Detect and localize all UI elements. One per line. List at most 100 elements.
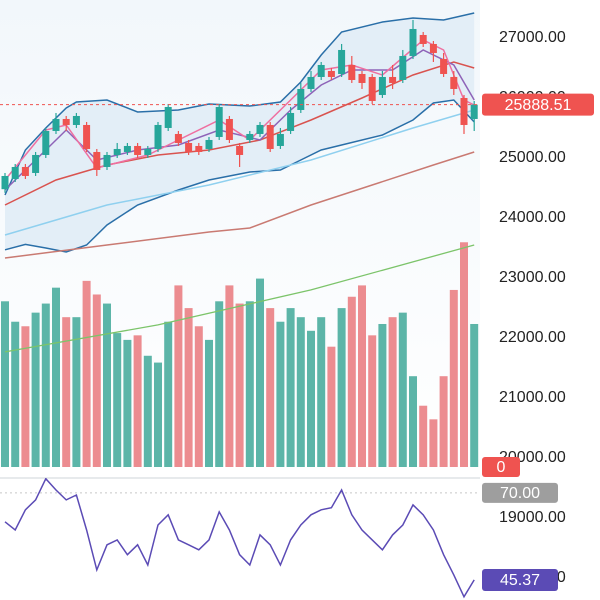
price-pane (0, 12, 480, 467)
volume-bar (123, 339, 132, 467)
candle-body (113, 148, 121, 155)
candle-body (21, 166, 29, 176)
volume-bar (409, 376, 417, 467)
candle-body (276, 133, 284, 146)
candle-body (195, 145, 203, 152)
volume-bar (1, 301, 9, 467)
volume-bar (21, 326, 30, 467)
volume-bar (358, 285, 366, 467)
volume-bar (419, 405, 428, 467)
y-tick-label: 25000.00 (499, 149, 566, 166)
candle-body (399, 55, 407, 80)
volume-bar (11, 321, 20, 467)
volume-bar (439, 376, 448, 467)
candle-body (123, 145, 131, 152)
volume-bar (378, 323, 387, 467)
volume-bar (215, 301, 224, 467)
candle-body (72, 115, 80, 125)
volume-bar (72, 317, 81, 467)
y-tick-label: 22000.00 (499, 329, 566, 346)
volume-bar (337, 308, 346, 467)
candle-body (225, 118, 233, 140)
volume-bar (52, 287, 60, 467)
volume-bar (174, 285, 183, 467)
candle-body (358, 73, 366, 83)
candle-body (52, 118, 60, 131)
volume-bar (133, 335, 142, 467)
volume-bar (286, 308, 295, 467)
candle-body (378, 76, 386, 95)
volume-bar (205, 339, 213, 467)
candle-body (103, 154, 111, 167)
candle-body (389, 76, 397, 83)
volume-bar (266, 308, 275, 467)
volume-bar (154, 362, 162, 467)
candle-body (215, 106, 223, 137)
candle-body (236, 145, 244, 155)
last-price-badge (482, 93, 594, 116)
volume-bar (225, 285, 234, 467)
candle-body (154, 124, 162, 149)
candle-body (327, 70, 335, 77)
volume-bar (276, 321, 285, 467)
candle-body (440, 58, 448, 74)
last-price-label: 25888.51 (505, 97, 572, 114)
candle-body (256, 124, 264, 134)
volume-bar (82, 280, 91, 467)
volume-average-line (4, 244, 475, 353)
volume-bar (327, 346, 336, 467)
volume-bar (41, 303, 50, 467)
y-tick-label: 24000.00 (499, 209, 566, 226)
candle-body (83, 124, 91, 149)
candle-body (42, 130, 50, 155)
volume-bar (103, 303, 111, 467)
volume-bar (62, 317, 71, 467)
volume-bar (92, 294, 101, 467)
candle-body (174, 133, 182, 143)
level-label: 70.00 (500, 485, 540, 502)
volume-bar (460, 242, 468, 467)
y-tick-label: 21000.00 (499, 389, 566, 406)
candle-body (348, 64, 356, 80)
volume-bar (113, 333, 122, 467)
volume-bar (307, 330, 315, 467)
indicator-line (4, 109, 475, 236)
candle-body (164, 106, 172, 128)
candle-body (338, 49, 346, 74)
candle-body (1, 175, 9, 190)
volume-bar (317, 317, 326, 467)
candle-body (32, 154, 40, 173)
candle-body (419, 34, 427, 44)
y-tick-label: 19000.00 (499, 509, 566, 526)
indicator-line (4, 151, 475, 259)
volume-bar (31, 312, 40, 467)
volume-bar (235, 303, 244, 467)
candle-body (144, 148, 152, 155)
volume-bar (245, 301, 254, 467)
candle-body (205, 139, 213, 149)
candle-body (266, 124, 274, 149)
volume-bar (388, 317, 397, 467)
volume-bar (429, 419, 438, 467)
candle-body (470, 104, 478, 119)
candle-body (460, 97, 468, 125)
rsi-last-label: 45.37 (500, 572, 540, 589)
volume-bar (347, 296, 356, 467)
candle-body (287, 112, 295, 131)
badges: 0 25888.51 70.00 45.37 (482, 93, 594, 591)
candle-body (134, 145, 142, 155)
candle-body (307, 76, 315, 89)
candle-body (93, 151, 101, 170)
volume-bar (164, 321, 173, 467)
volume-bar (256, 278, 264, 467)
y-tick-label: 27000.00 (499, 29, 566, 46)
level-badge (482, 482, 558, 503)
volume-bar (398, 312, 407, 467)
volume-bar (296, 317, 305, 467)
candle-body (368, 76, 376, 101)
volume-tick-label: 0 (497, 459, 506, 476)
volume-bar (449, 289, 458, 467)
volume-bar (368, 335, 377, 467)
